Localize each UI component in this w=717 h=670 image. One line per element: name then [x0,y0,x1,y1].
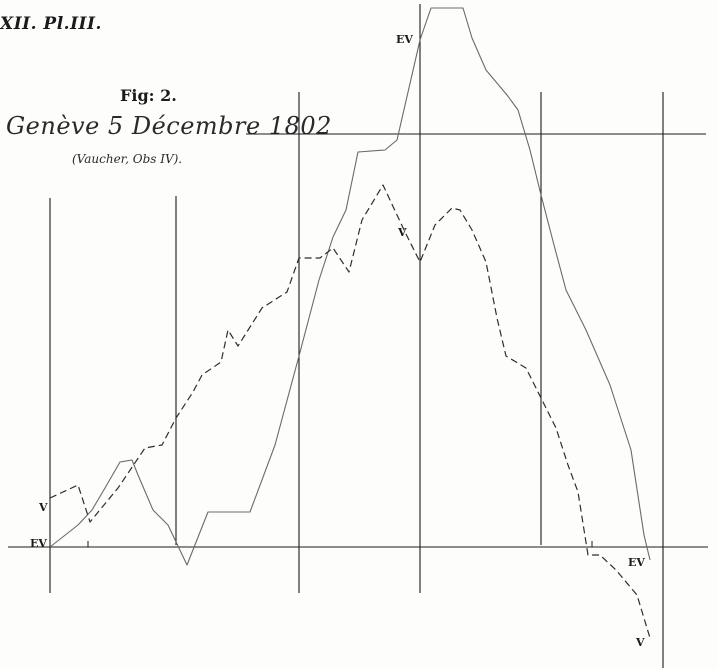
curve-label-v-mid: V [398,226,407,239]
curve-label-v-left: V [39,501,48,514]
dashed-curve-v [49,184,651,639]
grid-lines [8,4,708,668]
location-date-title: Genève 5 Décembre 1802 [6,112,332,140]
curve-label-v-bottom: V [636,636,645,649]
curve-label-ev-left: EV [30,537,47,550]
solid-curve-ev [49,7,651,566]
plate-number: XII. Pl.III. [0,14,102,34]
curve-label-ev-top: EV [396,33,413,46]
source-note: (Vaucher, Obs IV). [72,152,183,166]
tick-marks [87,541,593,547]
curve-label-ev-right: EV [628,556,645,569]
figure-label: Fig: 2. [120,86,177,105]
